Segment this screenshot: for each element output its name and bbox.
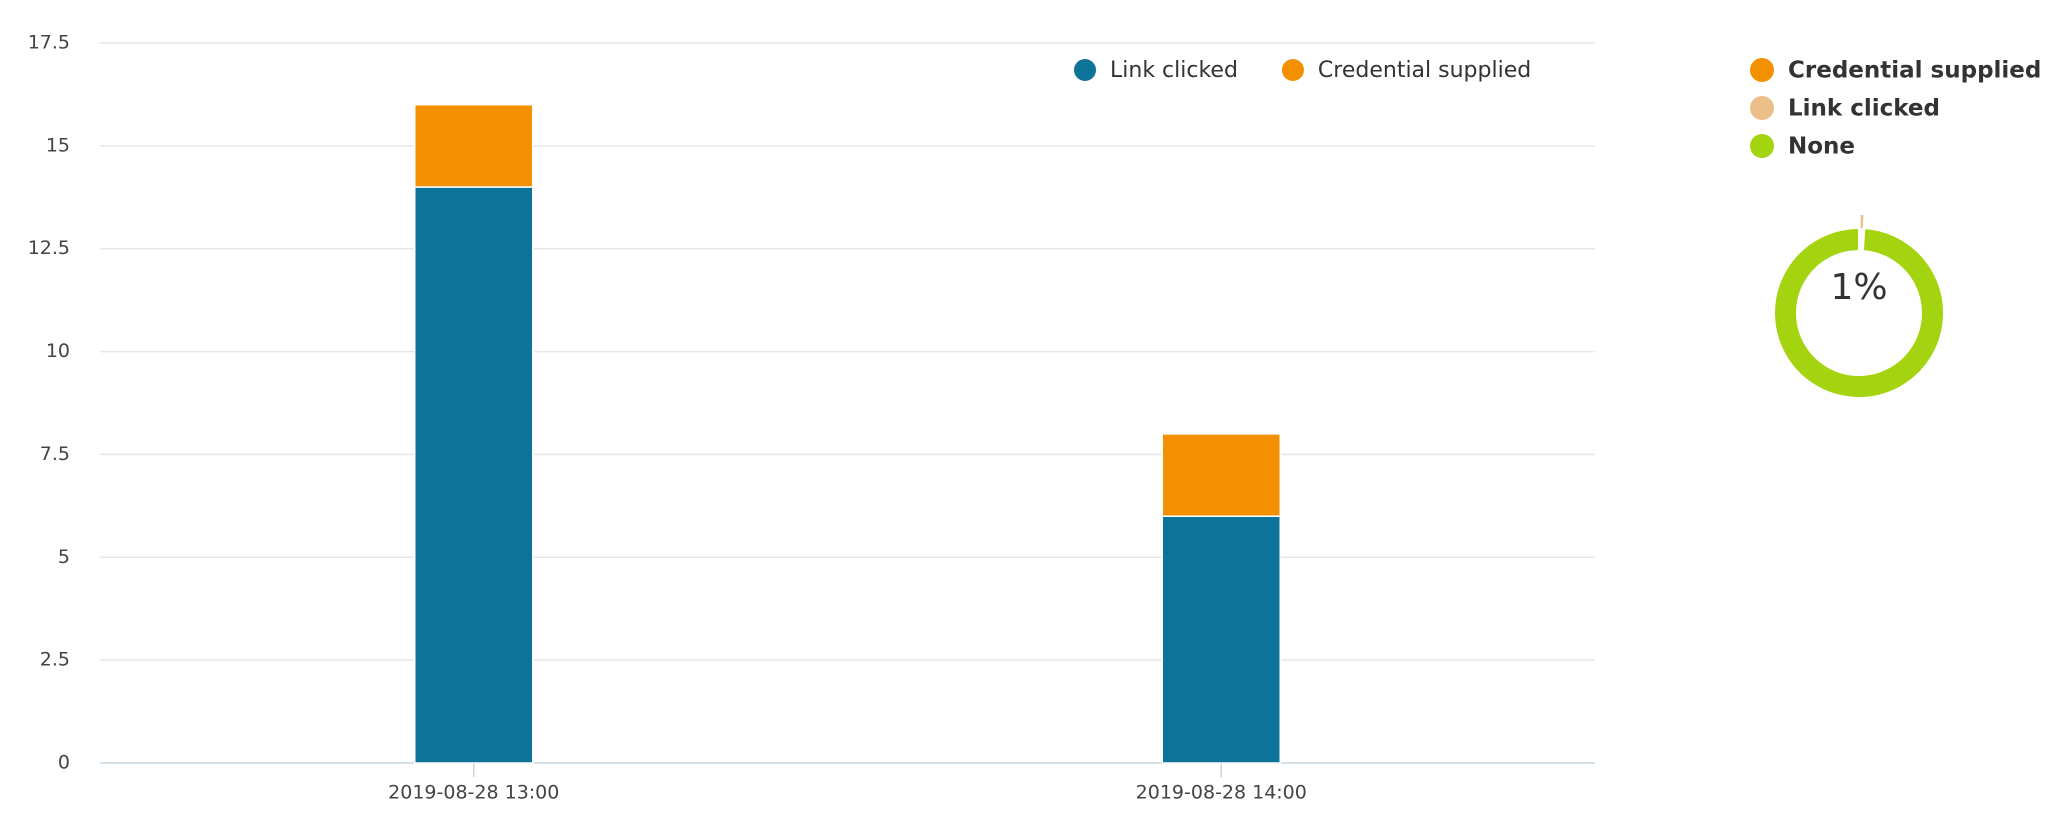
y-tick-label: 5 — [58, 546, 70, 568]
y-tick-label: 17.5 — [28, 32, 70, 54]
legend-label: Link clicked — [1110, 58, 1238, 83]
bar-segment — [1161, 433, 1281, 517]
donut-slice — [1773, 226, 1945, 399]
legend-label: Credential supplied — [1788, 58, 2041, 84]
y-tick-label: 2.5 — [40, 649, 70, 671]
legend-label: Credential supplied — [1318, 58, 1531, 83]
legend-label: Link clicked — [1788, 96, 1940, 122]
legend-marker — [1750, 58, 1774, 82]
legend-label: None — [1788, 134, 1855, 160]
y-tick-label: 15 — [46, 134, 70, 156]
donut-center-label: 1% — [1830, 267, 1887, 308]
legend-marker — [1750, 96, 1774, 120]
legend-marker — [1074, 59, 1096, 81]
y-tick-label: 7.5 — [40, 443, 70, 465]
y-tick-label: 12.5 — [28, 237, 70, 259]
legend-marker — [1281, 59, 1304, 81]
bar-segment — [414, 103, 534, 188]
donut-slice — [1858, 213, 1866, 231]
y-tick-label: 0 — [58, 752, 70, 774]
x-tick-label: 2019-08-28 14:00 — [1136, 782, 1307, 804]
bar-segment — [1161, 515, 1281, 764]
x-tick-label: 2019-08-28 13:00 — [388, 782, 559, 804]
y-tick-label: 10 — [46, 340, 70, 362]
bar-segment — [414, 186, 534, 764]
legend-marker — [1750, 134, 1774, 158]
